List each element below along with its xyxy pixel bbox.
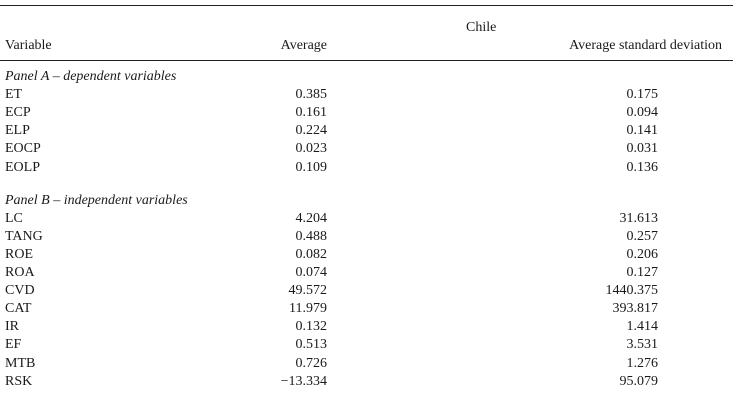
sd-value: 0.257 bbox=[626, 228, 659, 244]
average-value: −13.334 bbox=[280, 373, 327, 389]
average-value: 0.109 bbox=[295, 159, 328, 175]
average-value: 0.224 bbox=[295, 123, 328, 139]
variable-name: RSK bbox=[5, 373, 33, 389]
sd-value: 0.094 bbox=[626, 105, 659, 121]
average-value: 0.074 bbox=[295, 265, 328, 280]
sd-value: 393.817 bbox=[612, 301, 659, 317]
variable-name: ELP bbox=[5, 123, 30, 139]
average-value: 0.385 bbox=[295, 87, 328, 103]
average-value: 0.513 bbox=[295, 337, 328, 353]
variable-name: MTB bbox=[5, 355, 36, 371]
variable-name: CAT bbox=[5, 301, 32, 317]
average-value: 4.204 bbox=[295, 210, 328, 226]
average-value: 0.161 bbox=[295, 105, 328, 121]
column-header: Average standard deviation bbox=[569, 38, 722, 53]
average-value: 0.132 bbox=[295, 319, 328, 335]
sd-value: 95.079 bbox=[619, 373, 659, 389]
sd-value: 3.531 bbox=[626, 337, 659, 353]
column-header: Variable bbox=[5, 38, 52, 53]
average-value: 0.023 bbox=[295, 141, 328, 157]
variable-name: EF bbox=[5, 337, 22, 353]
group-header: Chile bbox=[466, 20, 497, 35]
average-value: 11.979 bbox=[289, 301, 327, 317]
sd-value: 0.136 bbox=[626, 159, 659, 175]
sd-value: 0.141 bbox=[626, 123, 659, 139]
header-rule bbox=[0, 60, 733, 61]
top-rule bbox=[0, 5, 733, 6]
sd-value: 1.276 bbox=[626, 355, 659, 371]
column-header: Average bbox=[280, 38, 327, 53]
sd-value: 1440.375 bbox=[605, 283, 659, 299]
panel-title: Panel B – independent variables bbox=[5, 192, 188, 208]
sd-value: 0.175 bbox=[626, 87, 659, 103]
sd-value: 0.206 bbox=[626, 246, 659, 262]
sd-value: 0.031 bbox=[626, 141, 659, 157]
variable-name: ET bbox=[5, 87, 23, 103]
variable-name: ECP bbox=[5, 105, 31, 121]
variable-name: CVD bbox=[5, 283, 35, 299]
variable-name: IR bbox=[5, 319, 19, 335]
variable-name: EOLP bbox=[5, 159, 40, 175]
variable-name: LC bbox=[5, 210, 23, 226]
average-value: 0.082 bbox=[295, 246, 328, 262]
average-value: 49.572 bbox=[288, 283, 328, 299]
variable-name: ROA bbox=[5, 265, 35, 280]
variable-name: TANG bbox=[5, 228, 43, 244]
panel-title: Panel A – dependent variables bbox=[5, 69, 177, 84]
variable-name: ROE bbox=[5, 246, 33, 262]
average-value: 0.488 bbox=[295, 228, 328, 244]
sd-value: 1.414 bbox=[626, 319, 659, 335]
sd-value: 0.127 bbox=[626, 265, 659, 280]
variable-name: EOCP bbox=[5, 141, 41, 157]
average-value: 0.726 bbox=[295, 355, 328, 371]
sd-value: 31.613 bbox=[619, 210, 659, 226]
